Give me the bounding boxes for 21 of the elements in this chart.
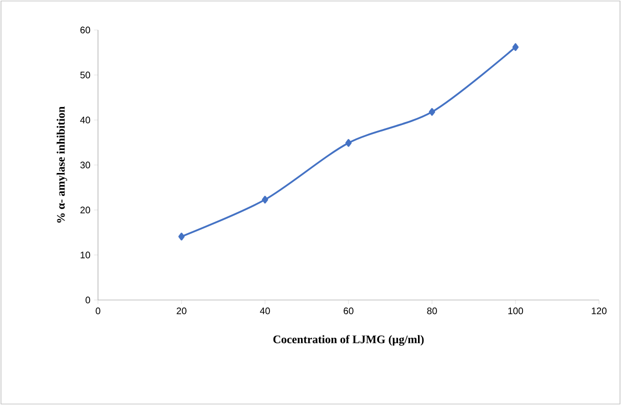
- point: [178, 232, 185, 240]
- point: [428, 108, 436, 116]
- point: [262, 196, 268, 204]
- point: [512, 43, 519, 51]
- x-tick-label: 20: [176, 308, 186, 314]
- y-tick-label: 40: [80, 116, 90, 124]
- y-tick-label: 20: [80, 206, 90, 214]
- x-tick-label: 0: [96, 308, 100, 314]
- y-tick-label: 30: [80, 162, 90, 168]
- x-tick-label: 40: [260, 308, 270, 314]
- y-axis-title: % α- amylase inhibition: [56, 106, 68, 223]
- y-tick-label: 0: [86, 296, 90, 304]
- y-tick-label: 10: [80, 252, 90, 258]
- x-tick-label: 100: [508, 308, 524, 314]
- x-tick-label: 120: [592, 308, 607, 314]
- x-tick-label: 60: [344, 308, 354, 314]
- x-axis-title: Cocentration of LJMG (µg/ml): [273, 335, 424, 346]
- y-tick-label: 60: [80, 26, 90, 34]
- x-tick-label: 80: [427, 308, 437, 314]
- point: [345, 139, 352, 147]
- y-tick-label: 50: [80, 72, 90, 78]
